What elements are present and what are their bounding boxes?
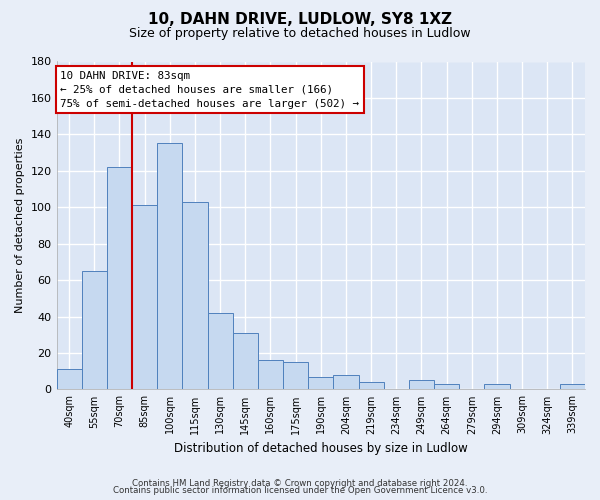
Bar: [409, 380, 434, 390]
Text: Contains public sector information licensed under the Open Government Licence v3: Contains public sector information licen…: [113, 486, 487, 495]
Bar: [82, 271, 107, 390]
Bar: [182, 202, 208, 390]
Bar: [334, 375, 359, 390]
Text: 10, DAHN DRIVE, LUDLOW, SY8 1XZ: 10, DAHN DRIVE, LUDLOW, SY8 1XZ: [148, 12, 452, 28]
Bar: [132, 206, 157, 390]
Text: Contains HM Land Registry data © Crown copyright and database right 2024.: Contains HM Land Registry data © Crown c…: [132, 478, 468, 488]
Bar: [308, 376, 334, 390]
Bar: [208, 313, 233, 390]
Bar: [560, 384, 585, 390]
X-axis label: Distribution of detached houses by size in Ludlow: Distribution of detached houses by size …: [174, 442, 467, 455]
Bar: [258, 360, 283, 390]
Bar: [283, 362, 308, 390]
Y-axis label: Number of detached properties: Number of detached properties: [15, 138, 25, 313]
Bar: [107, 167, 132, 390]
Bar: [233, 333, 258, 390]
Text: Size of property relative to detached houses in Ludlow: Size of property relative to detached ho…: [129, 28, 471, 40]
Bar: [56, 370, 82, 390]
Bar: [434, 384, 459, 390]
Bar: [359, 382, 383, 390]
Text: 10 DAHN DRIVE: 83sqm
← 25% of detached houses are smaller (166)
75% of semi-deta: 10 DAHN DRIVE: 83sqm ← 25% of detached h…: [61, 70, 359, 108]
Bar: [484, 384, 509, 390]
Bar: [157, 144, 182, 390]
